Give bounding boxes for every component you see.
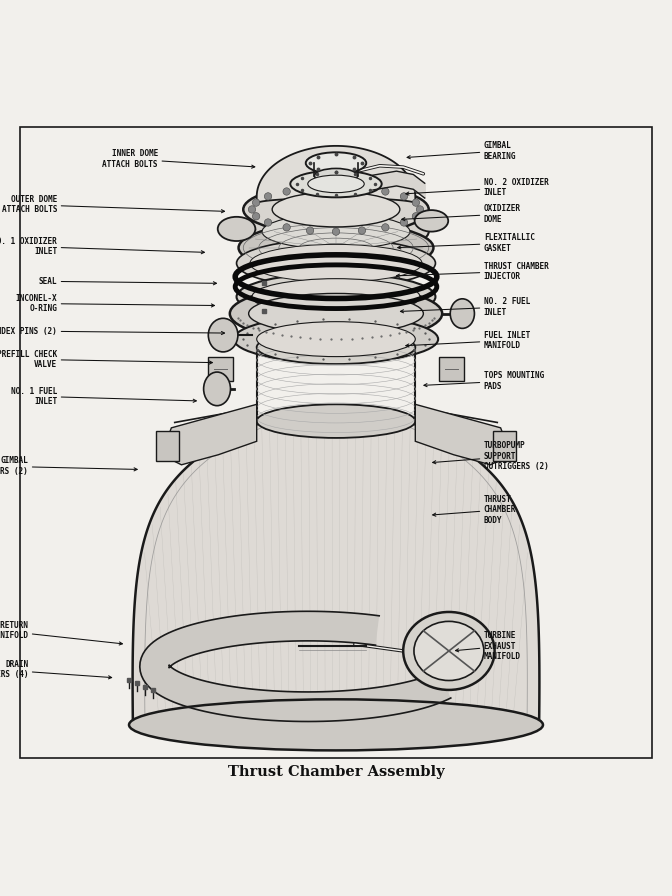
Text: OXIDIZER
DOME: OXIDIZER DOME: [402, 204, 521, 224]
Text: PREFILL CHECK
VALVE: PREFILL CHECK VALVE: [0, 349, 212, 369]
Ellipse shape: [129, 699, 543, 750]
Ellipse shape: [314, 168, 358, 184]
Text: FLEXITALLIC
GASKET: FLEXITALLIC GASKET: [398, 233, 535, 253]
Circle shape: [283, 224, 290, 231]
Text: INNER DOME
ATTACH BOLTS: INNER DOME ATTACH BOLTS: [102, 150, 255, 168]
Text: NO. 2 OXIDIZER
INLET: NO. 2 OXIDIZER INLET: [406, 177, 548, 197]
Circle shape: [358, 227, 366, 234]
Ellipse shape: [272, 192, 400, 227]
Ellipse shape: [257, 322, 415, 357]
Polygon shape: [257, 146, 415, 203]
Ellipse shape: [415, 211, 448, 232]
Polygon shape: [161, 404, 257, 465]
Ellipse shape: [218, 217, 255, 241]
Ellipse shape: [250, 245, 422, 282]
Ellipse shape: [249, 294, 423, 333]
Bar: [439, 357, 464, 381]
Ellipse shape: [239, 222, 433, 273]
Text: TURBINE
EXHAUST
MANIFOLD: TURBINE EXHAUST MANIFOLD: [456, 632, 521, 661]
Ellipse shape: [237, 239, 435, 288]
Bar: [208, 357, 233, 381]
Text: FUEL INLET
MANIFOLD: FUEL INLET MANIFOLD: [406, 331, 530, 350]
Circle shape: [358, 185, 366, 192]
Text: FUEL RETURN
MANIFOLD: FUEL RETURN MANIFOLD: [0, 621, 122, 645]
Circle shape: [306, 185, 314, 192]
Ellipse shape: [308, 175, 364, 193]
Text: SEAL: SEAL: [38, 277, 216, 286]
Circle shape: [253, 212, 260, 220]
Circle shape: [401, 193, 408, 200]
Text: OUTER DOME
ATTACH BOLTS: OUTER DOME ATTACH BOLTS: [1, 195, 224, 214]
Ellipse shape: [208, 318, 238, 352]
Ellipse shape: [403, 612, 495, 690]
Text: INDEX PINS (2): INDEX PINS (2): [0, 326, 224, 336]
Polygon shape: [140, 611, 451, 721]
Ellipse shape: [230, 285, 442, 341]
Circle shape: [412, 212, 419, 220]
Text: NO. 2 FUEL
INLET: NO. 2 FUEL INLET: [401, 297, 530, 316]
Ellipse shape: [243, 209, 429, 254]
Circle shape: [412, 199, 419, 206]
Text: GIMBAL
BEARING: GIMBAL BEARING: [407, 142, 516, 160]
Text: THRUST CHAMBER
INJECTOR: THRUST CHAMBER INJECTOR: [396, 262, 548, 281]
Polygon shape: [415, 404, 511, 465]
Circle shape: [283, 188, 290, 195]
Text: TURBOPUMP
SUPPORT
OUTRIGGERS (2): TURBOPUMP SUPPORT OUTRIGGERS (2): [433, 441, 548, 471]
Ellipse shape: [234, 315, 438, 363]
Ellipse shape: [257, 404, 415, 438]
Text: DRAIN
ADAPTERS (4): DRAIN ADAPTERS (4): [0, 660, 112, 679]
Circle shape: [401, 219, 408, 226]
Ellipse shape: [306, 152, 366, 174]
Ellipse shape: [204, 372, 230, 406]
Ellipse shape: [252, 279, 420, 315]
Text: NO. 1 FUEL
INLET: NO. 1 FUEL INLET: [11, 386, 196, 406]
Ellipse shape: [237, 273, 435, 320]
Text: GIMBAL
OUTRIGGERS (2): GIMBAL OUTRIGGERS (2): [0, 456, 137, 476]
Text: THRUST
CHAMBER
BODY: THRUST CHAMBER BODY: [433, 495, 516, 525]
Circle shape: [248, 206, 255, 213]
Circle shape: [264, 219, 271, 226]
Ellipse shape: [243, 184, 429, 235]
Circle shape: [332, 184, 340, 191]
Bar: [156, 431, 179, 461]
Circle shape: [416, 206, 423, 213]
Circle shape: [382, 224, 389, 231]
Ellipse shape: [414, 622, 484, 680]
Text: NO. 1 OXIDIZER
INLET: NO. 1 OXIDIZER INLET: [0, 237, 204, 256]
Circle shape: [332, 228, 340, 236]
Ellipse shape: [290, 170, 382, 197]
Circle shape: [306, 227, 314, 234]
Ellipse shape: [257, 331, 415, 364]
Circle shape: [382, 188, 389, 195]
Text: INCONEL-X
O-RING: INCONEL-X O-RING: [15, 294, 214, 314]
Bar: [493, 431, 516, 461]
Ellipse shape: [262, 214, 410, 249]
Circle shape: [264, 193, 271, 200]
Text: TOPS MOUNTING
PADS: TOPS MOUNTING PADS: [424, 371, 544, 391]
Ellipse shape: [450, 298, 474, 329]
Circle shape: [253, 199, 260, 206]
Polygon shape: [132, 425, 540, 727]
Text: Thrust Chamber Assembly: Thrust Chamber Assembly: [228, 765, 444, 779]
